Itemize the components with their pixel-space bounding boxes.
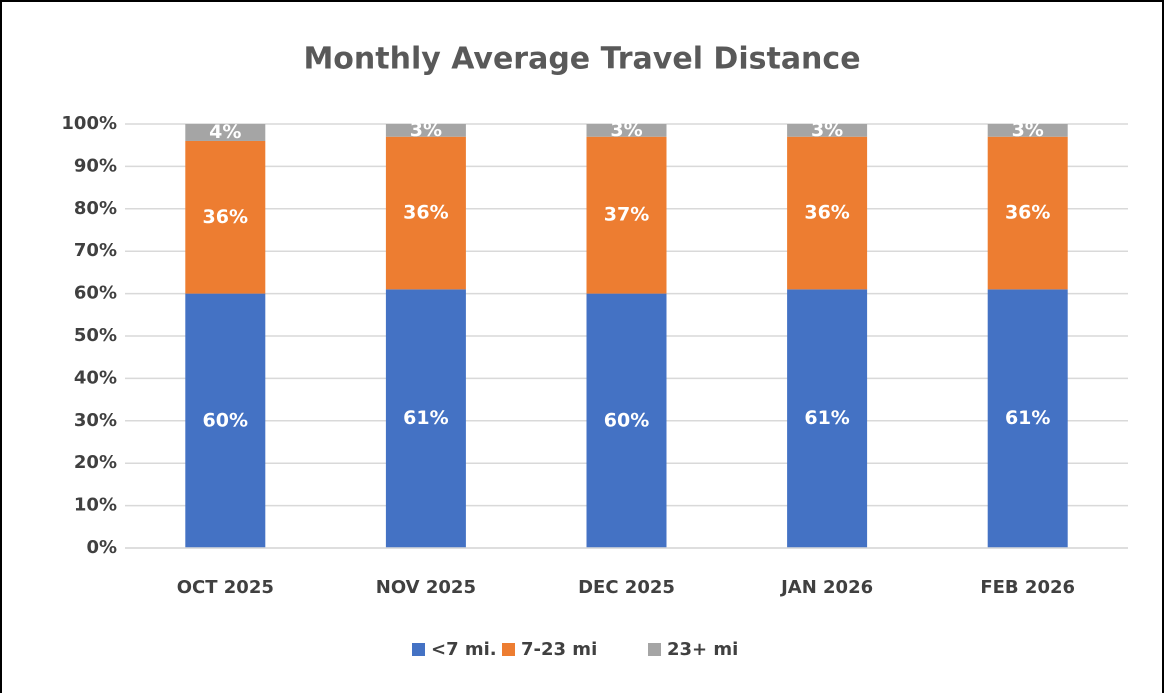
y-tick-label: 70% xyxy=(74,240,117,261)
x-tick-label: DEC 2025 xyxy=(578,577,675,598)
data-label: 60% xyxy=(203,409,248,431)
y-tick-label: 90% xyxy=(74,155,117,176)
bar-segment xyxy=(385,289,466,548)
y-tick-label: 50% xyxy=(74,325,117,346)
data-label: 60% xyxy=(604,409,649,431)
bar-segment xyxy=(185,293,266,548)
x-tick-label: JAN 2026 xyxy=(779,577,873,598)
data-label: 61% xyxy=(804,407,849,429)
data-label: 3% xyxy=(1012,119,1044,141)
legend-label: 23+ mi xyxy=(667,639,738,660)
bar-segment xyxy=(987,289,1068,548)
bar-segment xyxy=(385,136,466,290)
bar-segment xyxy=(385,124,466,137)
y-tick-label: 20% xyxy=(74,452,117,473)
legend-swatch xyxy=(412,643,425,656)
y-tick-label: 60% xyxy=(74,283,117,304)
data-label: 3% xyxy=(410,119,442,141)
y-tick-label: 0% xyxy=(86,537,117,558)
chart-title: Monthly Average Travel Distance xyxy=(303,42,860,77)
x-tick-label: OCT 2025 xyxy=(177,577,274,598)
y-tick-label: 80% xyxy=(74,198,117,219)
bar-segment xyxy=(185,140,266,294)
bar-segment xyxy=(787,136,868,290)
bar-segment xyxy=(787,124,868,137)
bar-segment xyxy=(586,124,667,137)
data-label: 36% xyxy=(403,202,448,224)
data-label: 36% xyxy=(804,202,849,224)
bar-segment xyxy=(987,136,1068,290)
data-label: 3% xyxy=(610,119,642,141)
y-tick-label: 100% xyxy=(61,113,117,134)
bar-segment xyxy=(586,136,667,294)
data-label: 4% xyxy=(209,121,241,143)
legend-label: <7 mi. xyxy=(431,639,497,660)
data-label: 61% xyxy=(1005,407,1050,429)
y-tick-label: 40% xyxy=(74,367,117,388)
data-label: 61% xyxy=(403,407,448,429)
data-label: 36% xyxy=(203,206,248,228)
data-label: 36% xyxy=(1005,202,1050,224)
y-tick-label: 10% xyxy=(74,495,117,516)
legend-label: 7-23 mi xyxy=(521,639,597,660)
x-tick-label: NOV 2025 xyxy=(376,577,476,598)
data-label: 37% xyxy=(604,204,649,226)
bar-segment xyxy=(586,293,667,548)
bar-segment xyxy=(787,289,868,548)
legend-swatch xyxy=(502,643,515,656)
legend-swatch xyxy=(648,643,661,656)
data-label: 3% xyxy=(811,119,843,141)
y-tick-label: 30% xyxy=(74,410,117,431)
x-tick-label: FEB 2026 xyxy=(980,577,1075,598)
bar-segment xyxy=(987,124,1068,137)
bar-segment xyxy=(185,124,266,141)
